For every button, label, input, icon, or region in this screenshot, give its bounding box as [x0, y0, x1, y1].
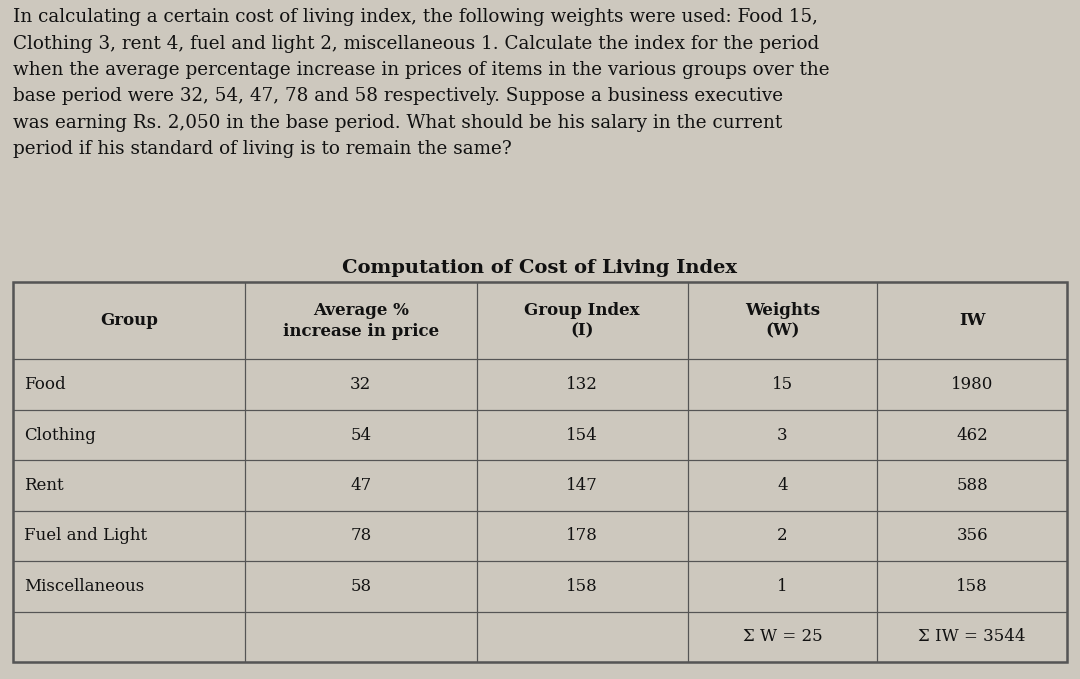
Text: 462: 462	[956, 426, 988, 443]
Bar	[476, 282, 688, 359]
Text: 4: 4	[778, 477, 787, 494]
Bar	[877, 282, 1067, 359]
Text: Computation of Cost of Living Index: Computation of Cost of Living Index	[342, 259, 738, 278]
Text: 356: 356	[957, 528, 988, 545]
Bar	[877, 561, 1067, 612]
Bar	[688, 511, 877, 561]
Bar	[13, 460, 245, 511]
Text: 47: 47	[350, 477, 372, 494]
Bar	[13, 511, 245, 561]
Text: 132: 132	[566, 376, 598, 393]
Bar	[688, 282, 877, 359]
Bar	[245, 561, 476, 612]
Text: Group Index
(I): Group Index (I)	[525, 301, 640, 340]
Bar	[13, 410, 245, 460]
Text: 2: 2	[778, 528, 787, 545]
Bar	[245, 511, 476, 561]
Text: 147: 147	[566, 477, 598, 494]
Text: Weights
(W): Weights (W)	[745, 301, 820, 340]
Text: Clothing: Clothing	[24, 426, 95, 443]
Text: Σ W = 25: Σ W = 25	[743, 628, 822, 645]
Text: 588: 588	[956, 477, 988, 494]
Text: 58: 58	[350, 578, 372, 595]
Bar	[476, 561, 688, 612]
Bar	[13, 359, 245, 410]
Text: 1: 1	[778, 578, 787, 595]
Bar	[476, 410, 688, 460]
Bar	[245, 612, 476, 662]
Text: 78: 78	[350, 528, 372, 545]
Text: Rent: Rent	[24, 477, 64, 494]
Bar	[476, 511, 688, 561]
Text: 154: 154	[566, 426, 598, 443]
Bar	[688, 561, 877, 612]
Text: 158: 158	[566, 578, 598, 595]
Bar	[476, 612, 688, 662]
Bar	[13, 282, 245, 359]
Bar	[688, 410, 877, 460]
Text: Average %
increase in price: Average % increase in price	[283, 301, 438, 340]
Text: In calculating a certain cost of living index, the following weights were used: : In calculating a certain cost of living …	[13, 8, 829, 158]
Text: 178: 178	[566, 528, 598, 545]
Bar	[877, 511, 1067, 561]
Text: IW: IW	[959, 312, 985, 329]
Text: 15: 15	[772, 376, 793, 393]
Text: 54: 54	[350, 426, 372, 443]
Text: Fuel and Light: Fuel and Light	[24, 528, 147, 545]
Bar	[13, 612, 245, 662]
Bar	[688, 612, 877, 662]
Text: 3: 3	[778, 426, 787, 443]
Bar	[245, 359, 476, 410]
Bar	[245, 410, 476, 460]
Bar	[877, 612, 1067, 662]
Bar	[877, 359, 1067, 410]
Text: Miscellaneous: Miscellaneous	[24, 578, 144, 595]
Bar	[245, 460, 476, 511]
Bar	[688, 359, 877, 410]
Bar	[688, 460, 877, 511]
Bar	[245, 282, 476, 359]
Text: Group: Group	[100, 312, 158, 329]
Bar	[13, 561, 245, 612]
Bar	[476, 359, 688, 410]
Text: Food: Food	[24, 376, 66, 393]
Text: Σ IW = 3544: Σ IW = 3544	[918, 628, 1026, 645]
Text: 158: 158	[956, 578, 988, 595]
Bar	[877, 460, 1067, 511]
Bar	[13, 282, 1067, 662]
Text: 1980: 1980	[951, 376, 994, 393]
Text: 32: 32	[350, 376, 372, 393]
Bar	[877, 410, 1067, 460]
Bar	[476, 460, 688, 511]
